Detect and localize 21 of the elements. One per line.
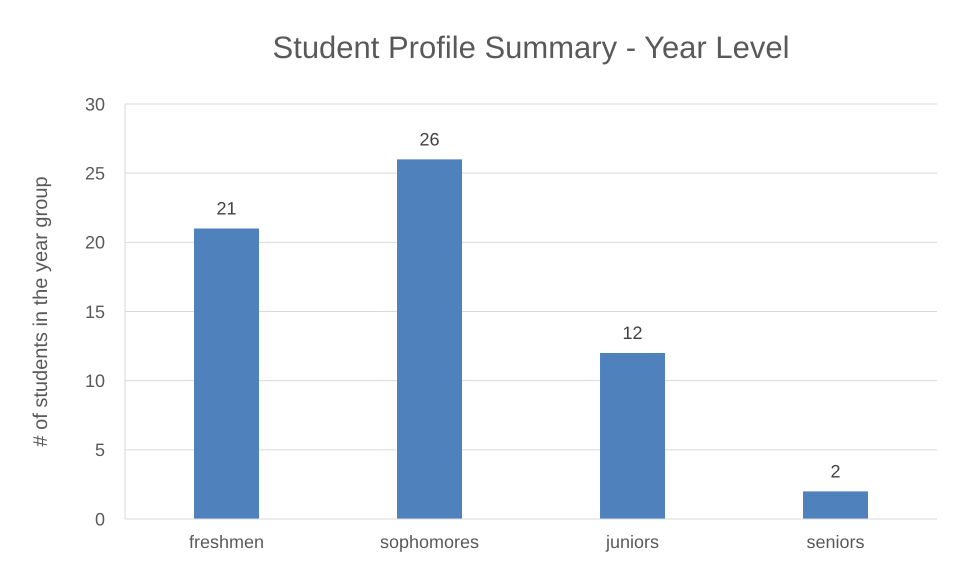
bar bbox=[803, 491, 868, 519]
chart-title: Student Profile Summary - Year Level bbox=[272, 30, 790, 66]
data-label: 2 bbox=[830, 461, 841, 482]
y-tick-label: 5 bbox=[94, 440, 105, 460]
y-axis-title: # of students in the year group bbox=[30, 176, 52, 447]
x-tick-label: juniors bbox=[604, 532, 660, 552]
bar bbox=[397, 159, 462, 519]
y-tick-label: 10 bbox=[84, 371, 105, 392]
y-tick-label: 25 bbox=[84, 164, 105, 184]
data-label: 26 bbox=[420, 129, 440, 150]
x-tick-label: freshmen bbox=[188, 532, 264, 552]
y-tick-label: 30 bbox=[84, 94, 105, 114]
data-label: 12 bbox=[622, 323, 643, 343]
y-tick-label: 0 bbox=[94, 509, 105, 530]
y-tick-label: 20 bbox=[84, 232, 105, 253]
x-tick-label: seniors bbox=[806, 532, 865, 552]
bar bbox=[600, 353, 666, 519]
data-label: 21 bbox=[216, 198, 237, 218]
x-tick-label: sophomores bbox=[380, 532, 480, 552]
y-tick-label: 15 bbox=[84, 302, 105, 322]
bar bbox=[194, 228, 260, 519]
